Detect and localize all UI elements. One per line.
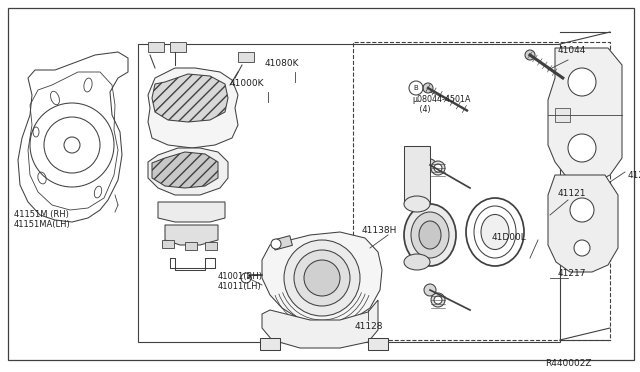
Circle shape	[434, 164, 442, 172]
Circle shape	[304, 260, 340, 296]
Bar	[205, 242, 217, 250]
Text: 41138H: 41138H	[362, 226, 397, 235]
Bar	[368, 338, 388, 350]
Text: R440002Z: R440002Z	[545, 359, 591, 368]
Bar	[185, 242, 197, 250]
Text: 41217+A: 41217+A	[628, 170, 640, 180]
Polygon shape	[262, 232, 382, 322]
Polygon shape	[152, 152, 218, 188]
Circle shape	[431, 161, 445, 175]
Text: 41151M (RH)
41151MA(LH): 41151M (RH) 41151MA(LH)	[14, 210, 71, 230]
Text: 41217: 41217	[558, 269, 586, 278]
Bar	[162, 240, 174, 248]
Text: 41128: 41128	[355, 322, 383, 331]
Text: 41000K: 41000K	[230, 79, 264, 88]
Circle shape	[525, 50, 535, 60]
Ellipse shape	[404, 204, 456, 266]
Bar	[238, 52, 254, 62]
Polygon shape	[152, 74, 228, 122]
Circle shape	[434, 296, 442, 304]
Polygon shape	[148, 148, 228, 195]
Text: 41080K: 41080K	[265, 59, 300, 68]
Circle shape	[241, 273, 251, 283]
Polygon shape	[262, 300, 378, 348]
Ellipse shape	[411, 212, 449, 258]
Ellipse shape	[481, 215, 509, 250]
Circle shape	[424, 284, 436, 296]
Circle shape	[271, 239, 281, 249]
Text: 41121: 41121	[558, 189, 586, 198]
Circle shape	[423, 83, 433, 93]
Text: 41D00L: 41D00L	[492, 233, 527, 242]
Bar	[555, 108, 570, 122]
Circle shape	[424, 159, 436, 171]
Circle shape	[431, 293, 445, 307]
Polygon shape	[165, 225, 218, 245]
Bar	[260, 338, 280, 350]
Circle shape	[568, 134, 596, 162]
Bar	[138, 44, 560, 342]
Bar	[273, 236, 292, 250]
Circle shape	[570, 198, 594, 222]
Circle shape	[574, 240, 590, 256]
Polygon shape	[548, 48, 622, 182]
Bar	[148, 42, 164, 52]
Circle shape	[294, 250, 350, 306]
Circle shape	[568, 68, 596, 96]
Text: 41001(RH)
41011(LH): 41001(RH) 41011(LH)	[218, 272, 263, 291]
Text: 41044: 41044	[558, 46, 586, 55]
Bar	[170, 42, 186, 52]
Ellipse shape	[404, 254, 430, 270]
Ellipse shape	[404, 196, 430, 212]
Ellipse shape	[419, 221, 441, 249]
Polygon shape	[158, 202, 225, 222]
Text: B: B	[413, 85, 419, 91]
Polygon shape	[548, 175, 618, 272]
Circle shape	[284, 240, 360, 316]
Polygon shape	[148, 68, 238, 148]
Bar	[353, 42, 610, 340]
Text: µ08044-4501A
   (4): µ08044-4501A (4)	[412, 95, 470, 115]
Bar	[404, 146, 430, 204]
